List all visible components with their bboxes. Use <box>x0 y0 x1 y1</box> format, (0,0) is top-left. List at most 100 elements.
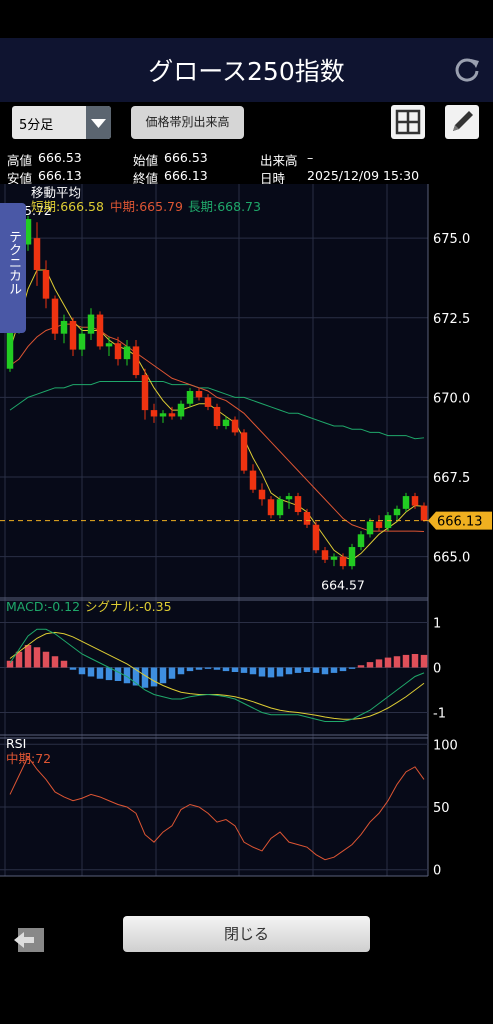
candle-body <box>177 403 185 417</box>
macd-histogram-bar <box>276 667 284 677</box>
candle-body <box>33 238 41 270</box>
candle-body <box>213 406 221 427</box>
candle-body <box>114 343 122 360</box>
candle-body <box>348 547 356 567</box>
macd-tick-label: 0 <box>433 662 441 677</box>
macd-histogram-bar <box>357 665 365 668</box>
macd-histogram-bar <box>420 654 428 668</box>
candle-body <box>204 397 212 407</box>
candle-body <box>6 327 14 369</box>
app-header: グロース250指数 <box>0 38 493 102</box>
macd-histogram-bar <box>60 660 68 668</box>
interval-select[interactable]: 5分足 <box>12 106 111 139</box>
macd-tick-label: -1 <box>433 707 446 722</box>
candle-body <box>168 413 176 417</box>
candle-body <box>60 320 68 334</box>
macd-histogram-bar <box>213 667 221 670</box>
macd-histogram-bar <box>222 667 230 672</box>
signal-legend: シグナル:-0.35 <box>85 599 172 614</box>
rsi-tick-label: 100 <box>433 738 458 753</box>
macd-histogram-bar <box>411 654 419 668</box>
macd-histogram-bar <box>150 667 158 687</box>
candle-body <box>240 432 248 471</box>
low-label: 安値 <box>7 171 33 186</box>
back-icon[interactable] <box>10 918 48 954</box>
chart-grid <box>0 184 429 877</box>
macd-histogram-bar <box>348 667 356 669</box>
chart-background <box>0 184 428 876</box>
candle-body <box>87 314 95 334</box>
high-value: 666.53 <box>38 150 82 165</box>
macd-histogram-bar <box>303 667 311 672</box>
macd-histogram-bar <box>132 667 140 686</box>
interval-label: 5分足 <box>19 118 54 133</box>
y-tick-label: 675.0 <box>433 232 470 247</box>
macd-tick-label: 1 <box>433 617 441 632</box>
candle-body <box>321 550 329 560</box>
macd-histogram-bar <box>42 651 50 668</box>
macd-legend: MACD:-0.12 <box>6 599 80 614</box>
macd-histogram-bar <box>78 667 86 675</box>
chart-labels: 09:0010:0011:0013:0014:0015:00675.0672.5… <box>0 203 492 879</box>
candle-body <box>312 524 320 551</box>
datetime-label: 日時 <box>260 171 286 186</box>
macd-histogram-bar <box>6 660 14 668</box>
candle-body <box>375 521 383 528</box>
macd-histogram-bar <box>294 667 302 673</box>
rsi-tick-label: 0 <box>433 864 441 879</box>
macd-histogram-bar <box>186 667 194 672</box>
candle-body <box>402 496 410 509</box>
close-button[interactable]: 閉じる <box>123 916 370 952</box>
current-price-badge <box>428 511 492 530</box>
technical-tab-label: テクニカル <box>6 230 21 295</box>
technical-tab[interactable]: テクニカル <box>0 203 26 333</box>
rsi-panel <box>9 755 425 861</box>
pencil-icon[interactable] <box>445 105 479 139</box>
candle-body <box>51 298 59 334</box>
candle-body <box>411 496 419 506</box>
macd-histogram-bar <box>114 667 122 681</box>
price-volume-button[interactable]: 価格帯別出来高 <box>131 106 244 139</box>
macd-histogram-bar <box>141 667 149 688</box>
macd-histogram-bar <box>51 656 59 668</box>
candle-body <box>141 375 149 411</box>
ma-long-legend: 長期:668.73 <box>188 199 261 214</box>
macd-histogram-bar <box>249 667 257 675</box>
chevron-down-icon <box>86 106 111 139</box>
ma-mid-legend: 中期:665.79 <box>110 199 183 214</box>
rsi-legend: 中期:72 <box>6 751 51 766</box>
candle-body <box>24 219 32 245</box>
refresh-icon[interactable] <box>452 55 482 85</box>
low-value: 666.13 <box>38 168 82 183</box>
layout-grid-icon[interactable] <box>391 105 425 139</box>
macd-histogram-bar <box>240 667 248 673</box>
candle-body <box>258 489 266 500</box>
macd-line <box>9 628 425 722</box>
ma-title: 移動平均 <box>31 185 81 200</box>
candle-body <box>294 496 302 513</box>
macd-histogram-bar <box>96 667 104 679</box>
close-value: 666.13 <box>164 168 208 183</box>
candle-body <box>42 269 50 299</box>
candle-body <box>339 556 347 567</box>
y-tick-label: 667.5 <box>433 471 470 486</box>
candle-body <box>330 556 338 560</box>
candle-body <box>267 499 275 516</box>
current-price-label: 666.13 <box>437 515 483 530</box>
macd-panel <box>6 628 428 722</box>
high-label: 高値 <box>7 153 33 168</box>
candle-body <box>132 346 140 376</box>
candle-body <box>231 419 239 433</box>
macd-histogram-bar <box>24 645 32 668</box>
macd-histogram-bar <box>330 667 338 673</box>
macd-histogram-bar <box>258 667 266 677</box>
rsi-tick-label: 50 <box>433 801 450 816</box>
macd-histogram-bar <box>375 659 383 668</box>
candle-body <box>420 505 428 521</box>
macd-histogram-bar <box>195 667 203 670</box>
macd-histogram-bar <box>231 667 239 672</box>
chart-area[interactable]: 09:0010:0011:0013:0014:0015:00675.0672.5… <box>0 0 493 880</box>
candle-body <box>150 410 158 417</box>
macd-histogram-bar <box>177 667 185 675</box>
macd-histogram-bar <box>267 667 275 678</box>
